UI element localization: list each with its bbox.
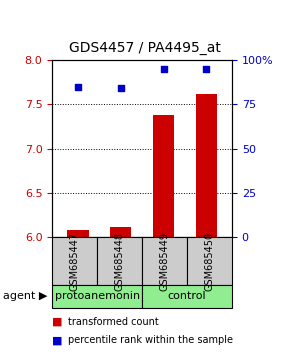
Text: GDS4457 / PA4495_at: GDS4457 / PA4495_at	[69, 41, 221, 55]
Text: control: control	[168, 291, 206, 302]
Text: GSM685450: GSM685450	[204, 232, 215, 291]
Bar	[196, 94, 217, 237]
Text: GSM685449: GSM685449	[160, 232, 170, 291]
Text: GSM685447: GSM685447	[70, 232, 80, 291]
Point	[161, 66, 166, 72]
Text: ■: ■	[52, 317, 63, 327]
Text: agent ▶: agent ▶	[3, 291, 47, 302]
Text: GSM685448: GSM685448	[115, 232, 125, 291]
Point	[76, 84, 80, 90]
Text: protoanemonin: protoanemonin	[55, 291, 140, 302]
Text: ■: ■	[52, 335, 63, 345]
Point	[118, 86, 123, 91]
Bar	[153, 115, 174, 237]
Bar	[67, 230, 88, 237]
Text: percentile rank within the sample: percentile rank within the sample	[68, 335, 233, 345]
Point	[204, 66, 209, 72]
Bar	[110, 227, 131, 237]
Text: transformed count: transformed count	[68, 317, 159, 327]
